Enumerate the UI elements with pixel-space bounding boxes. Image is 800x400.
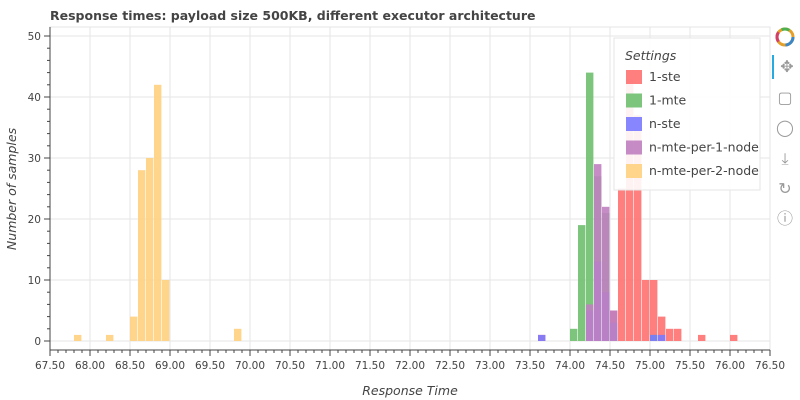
x-tick-label: 70.50 — [275, 360, 305, 372]
bar-n-mte-per-1-node — [586, 304, 594, 341]
legend-label: n-ste — [649, 116, 681, 131]
chart-title: Response times: payload size 500KB, diff… — [50, 8, 535, 23]
y-tick-label: 20 — [28, 214, 41, 226]
legend-title: Settings — [625, 48, 677, 63]
x-tick-label: 70.00 — [235, 360, 265, 372]
x-tick-label: 71.50 — [355, 360, 385, 372]
y-tick-label: 50 — [28, 31, 41, 43]
bar-1-ste — [698, 334, 706, 341]
legend-swatch — [626, 70, 642, 84]
legend-item-1-ste[interactable]: 1-ste — [626, 69, 681, 84]
legend-label: n-mte-per-1-node — [649, 140, 759, 155]
toolbar: ✥ ▢ ◯ ⤓ ↻ ⓘ — [772, 26, 798, 236]
x-tick-label: 69.00 — [155, 360, 185, 372]
legend[interactable]: Settings 1-ste 1-mte n-ste n-mte-per-1-node… — [613, 37, 761, 191]
bar-1-ste — [666, 328, 674, 341]
x-tick-label: 67.50 — [35, 360, 65, 372]
bar-n-mte-per-2-node — [234, 328, 242, 341]
reset-icon[interactable]: ↻ — [778, 179, 792, 198]
bar-1-mte — [586, 72, 594, 341]
legend-label: 1-ste — [649, 69, 681, 84]
save-icon[interactable]: ⤓ — [781, 149, 789, 168]
bar-n-mte-per-2-node — [162, 280, 170, 341]
x-tick-label: 73.50 — [515, 360, 545, 372]
bar-n-mte-per-1-node — [602, 206, 610, 341]
bar-1-ste — [642, 280, 650, 341]
bar-1-ste — [730, 334, 738, 341]
wheel-zoom-icon[interactable]: ◯ — [776, 118, 794, 137]
bar-n-mte-per-2-node — [138, 170, 146, 341]
x-tick-label: 68.50 — [115, 360, 145, 372]
bar-n-mte-per-2-node — [74, 334, 82, 341]
x-tick-label: 68.00 — [75, 360, 105, 372]
bar-n-mte-per-2-node — [106, 334, 114, 341]
bar-1-mte — [570, 328, 578, 341]
y-tick-label: 10 — [28, 275, 41, 287]
x-tick-label: 72.50 — [435, 360, 465, 372]
bar-1-ste — [658, 316, 666, 341]
x-tick-label: 76.50 — [755, 360, 785, 372]
pan-icon[interactable]: ✥ — [772, 55, 800, 79]
legend-swatch — [626, 93, 642, 108]
y-axis-label: Number of samples — [4, 127, 19, 250]
x-tick-label: 76.00 — [715, 360, 745, 372]
axes: 67.50 68.00 68.50 69.00 69.50 70.00 70.50 71.00… — [28, 27, 785, 372]
box-zoom-icon[interactable]: ▢ — [777, 88, 793, 107]
help-icon[interactable]: ⓘ — [776, 209, 793, 228]
x-tick-label: 74.50 — [595, 360, 625, 372]
bar-n-mte-per-1-node — [594, 164, 602, 341]
bar-1-ste — [650, 280, 658, 341]
bar-1-ste — [618, 188, 626, 341]
bar-n-mte-per-2-node — [130, 316, 138, 341]
y-tick-label: 0 — [34, 336, 41, 348]
x-tick-label: 74.00 — [555, 360, 585, 372]
legend-item-n-mte-per-1-node[interactable]: n-mte-per-1-node — [626, 140, 759, 155]
x-axis-label: Response Time — [362, 383, 458, 398]
bar-1-ste — [626, 78, 634, 341]
bar-n-mte-per-1-node — [610, 310, 618, 341]
x-tick-label: 72.00 — [395, 360, 425, 372]
legend-swatch — [626, 164, 642, 178]
bars — [74, 72, 738, 342]
bar-1-ste — [634, 115, 642, 341]
x-tick-label: 71.00 — [315, 360, 345, 372]
bar-n-mte-per-2-node — [154, 84, 162, 342]
legend-label: n-mte-per-2-node — [649, 163, 759, 178]
x-tick-label: 73.00 — [475, 360, 505, 372]
x-tick-label: 69.50 — [195, 360, 225, 372]
y-tick-label: 40 — [28, 92, 41, 104]
legend-swatch — [626, 140, 642, 155]
legend-label: 1-mte — [649, 93, 687, 108]
legend-item-1-mte[interactable]: 1-mte — [626, 93, 687, 108]
bar-1-ste — [674, 328, 682, 341]
bar-n-ste — [658, 334, 666, 341]
x-tick-label: 75.50 — [675, 360, 705, 372]
y-tick-label: 30 — [28, 153, 41, 165]
legend-swatch — [626, 117, 642, 131]
bar-1-mte — [578, 225, 586, 341]
bar-n-ste — [650, 334, 658, 341]
bar-n-mte-per-2-node — [146, 158, 154, 341]
bokeh-logo-icon — [772, 26, 798, 50]
bar-n-ste — [538, 334, 546, 341]
legend-item-n-ste[interactable]: n-ste — [626, 116, 681, 131]
legend-item-n-mte-per-2-node[interactable]: n-mte-per-2-node — [626, 163, 759, 178]
x-tick-label: 75.00 — [635, 360, 665, 372]
